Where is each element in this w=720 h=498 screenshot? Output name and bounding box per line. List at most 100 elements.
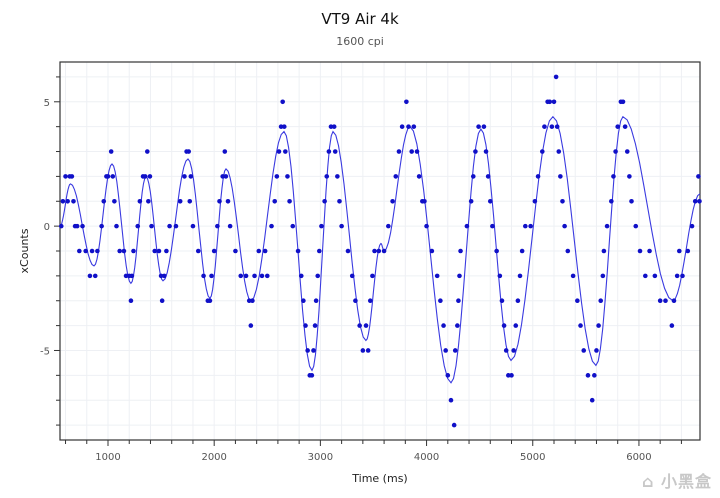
y-tick-label: -5 — [40, 346, 50, 357]
data-point — [319, 223, 324, 229]
data-point — [503, 348, 509, 353]
data-point — [443, 348, 448, 353]
data-point — [601, 248, 607, 254]
data-point — [596, 323, 601, 328]
x-tick-label: 3000 — [308, 452, 333, 463]
data-point — [470, 174, 476, 179]
data-point — [357, 323, 362, 328]
data-point — [135, 223, 141, 229]
data-point — [283, 149, 288, 154]
data-point — [313, 298, 319, 304]
data-point — [217, 198, 222, 204]
data-point — [101, 198, 107, 204]
data-point — [146, 198, 151, 204]
data-point — [128, 298, 134, 304]
data-point — [386, 223, 391, 229]
data-point — [324, 174, 330, 179]
data-point — [441, 323, 446, 328]
data-point — [600, 273, 606, 279]
data-point — [147, 174, 153, 179]
watermark-logo: ⌂ 小黑盒 — [641, 472, 712, 491]
data-point — [335, 174, 340, 179]
data-point — [657, 298, 663, 304]
data-point — [406, 124, 411, 129]
data-point — [549, 124, 555, 129]
data-point — [620, 99, 626, 105]
data-point — [468, 198, 474, 204]
data-point — [578, 323, 583, 328]
data-point — [309, 373, 315, 378]
data-point — [609, 198, 614, 204]
data-point — [481, 124, 487, 129]
plot-frame — [59, 61, 701, 441]
data-point — [233, 248, 238, 254]
data-point — [604, 223, 610, 229]
data-point — [243, 273, 249, 279]
data-point — [209, 273, 214, 279]
data-point — [360, 348, 366, 353]
data-point — [159, 298, 165, 304]
data-point — [110, 174, 116, 179]
data-point — [285, 174, 290, 179]
data-point — [161, 273, 167, 279]
x-tick-label: 2000 — [201, 452, 226, 463]
data-point — [629, 198, 634, 204]
data-point — [322, 198, 327, 204]
data-point — [562, 223, 567, 229]
data-point — [613, 149, 618, 154]
data-point — [363, 323, 369, 328]
data-point — [77, 248, 82, 254]
data-point — [276, 149, 282, 154]
data-point — [547, 99, 553, 105]
data-point — [627, 174, 632, 179]
data-point — [438, 298, 443, 304]
data-point — [517, 273, 523, 279]
data-point — [457, 273, 462, 279]
data-point — [494, 248, 499, 254]
data-point — [69, 174, 75, 179]
data-point — [589, 397, 595, 403]
data-point — [225, 198, 231, 204]
data-point — [223, 174, 229, 179]
data-point — [594, 348, 599, 353]
data-point — [674, 273, 680, 279]
data-point — [211, 248, 217, 254]
data-point — [345, 248, 351, 254]
data-point — [680, 273, 685, 279]
data-point — [188, 174, 194, 179]
chart-title: VT9 Air 4k — [321, 10, 399, 28]
data-point — [540, 149, 545, 154]
data-point — [671, 298, 677, 304]
data-point — [429, 248, 435, 254]
data-point — [238, 273, 244, 279]
data-point — [305, 348, 310, 353]
data-point — [535, 174, 541, 179]
data-point — [326, 149, 332, 154]
data-point — [95, 248, 100, 254]
y-axis-label: xCounts — [18, 228, 31, 273]
data-point — [554, 124, 560, 129]
data-point — [532, 198, 538, 204]
data-point — [246, 298, 252, 304]
data-point — [274, 174, 280, 179]
data-point — [685, 248, 691, 254]
data-point — [278, 124, 284, 129]
data-point — [83, 248, 88, 254]
data-point — [458, 248, 463, 254]
data-point — [598, 298, 604, 304]
data-point — [87, 273, 93, 279]
grid — [60, 62, 700, 440]
data-point — [473, 149, 478, 154]
x-tick-label: 4000 — [414, 452, 439, 463]
data-point — [585, 373, 591, 378]
data-point — [328, 124, 334, 129]
data-point — [317, 248, 322, 254]
data-point — [409, 149, 414, 154]
data-point — [222, 149, 228, 154]
data-point — [117, 248, 122, 254]
data-point — [201, 273, 206, 279]
data-point — [71, 198, 76, 204]
x-tick-label: 1000 — [95, 452, 120, 463]
data-point — [262, 248, 268, 254]
data-point — [501, 323, 507, 328]
